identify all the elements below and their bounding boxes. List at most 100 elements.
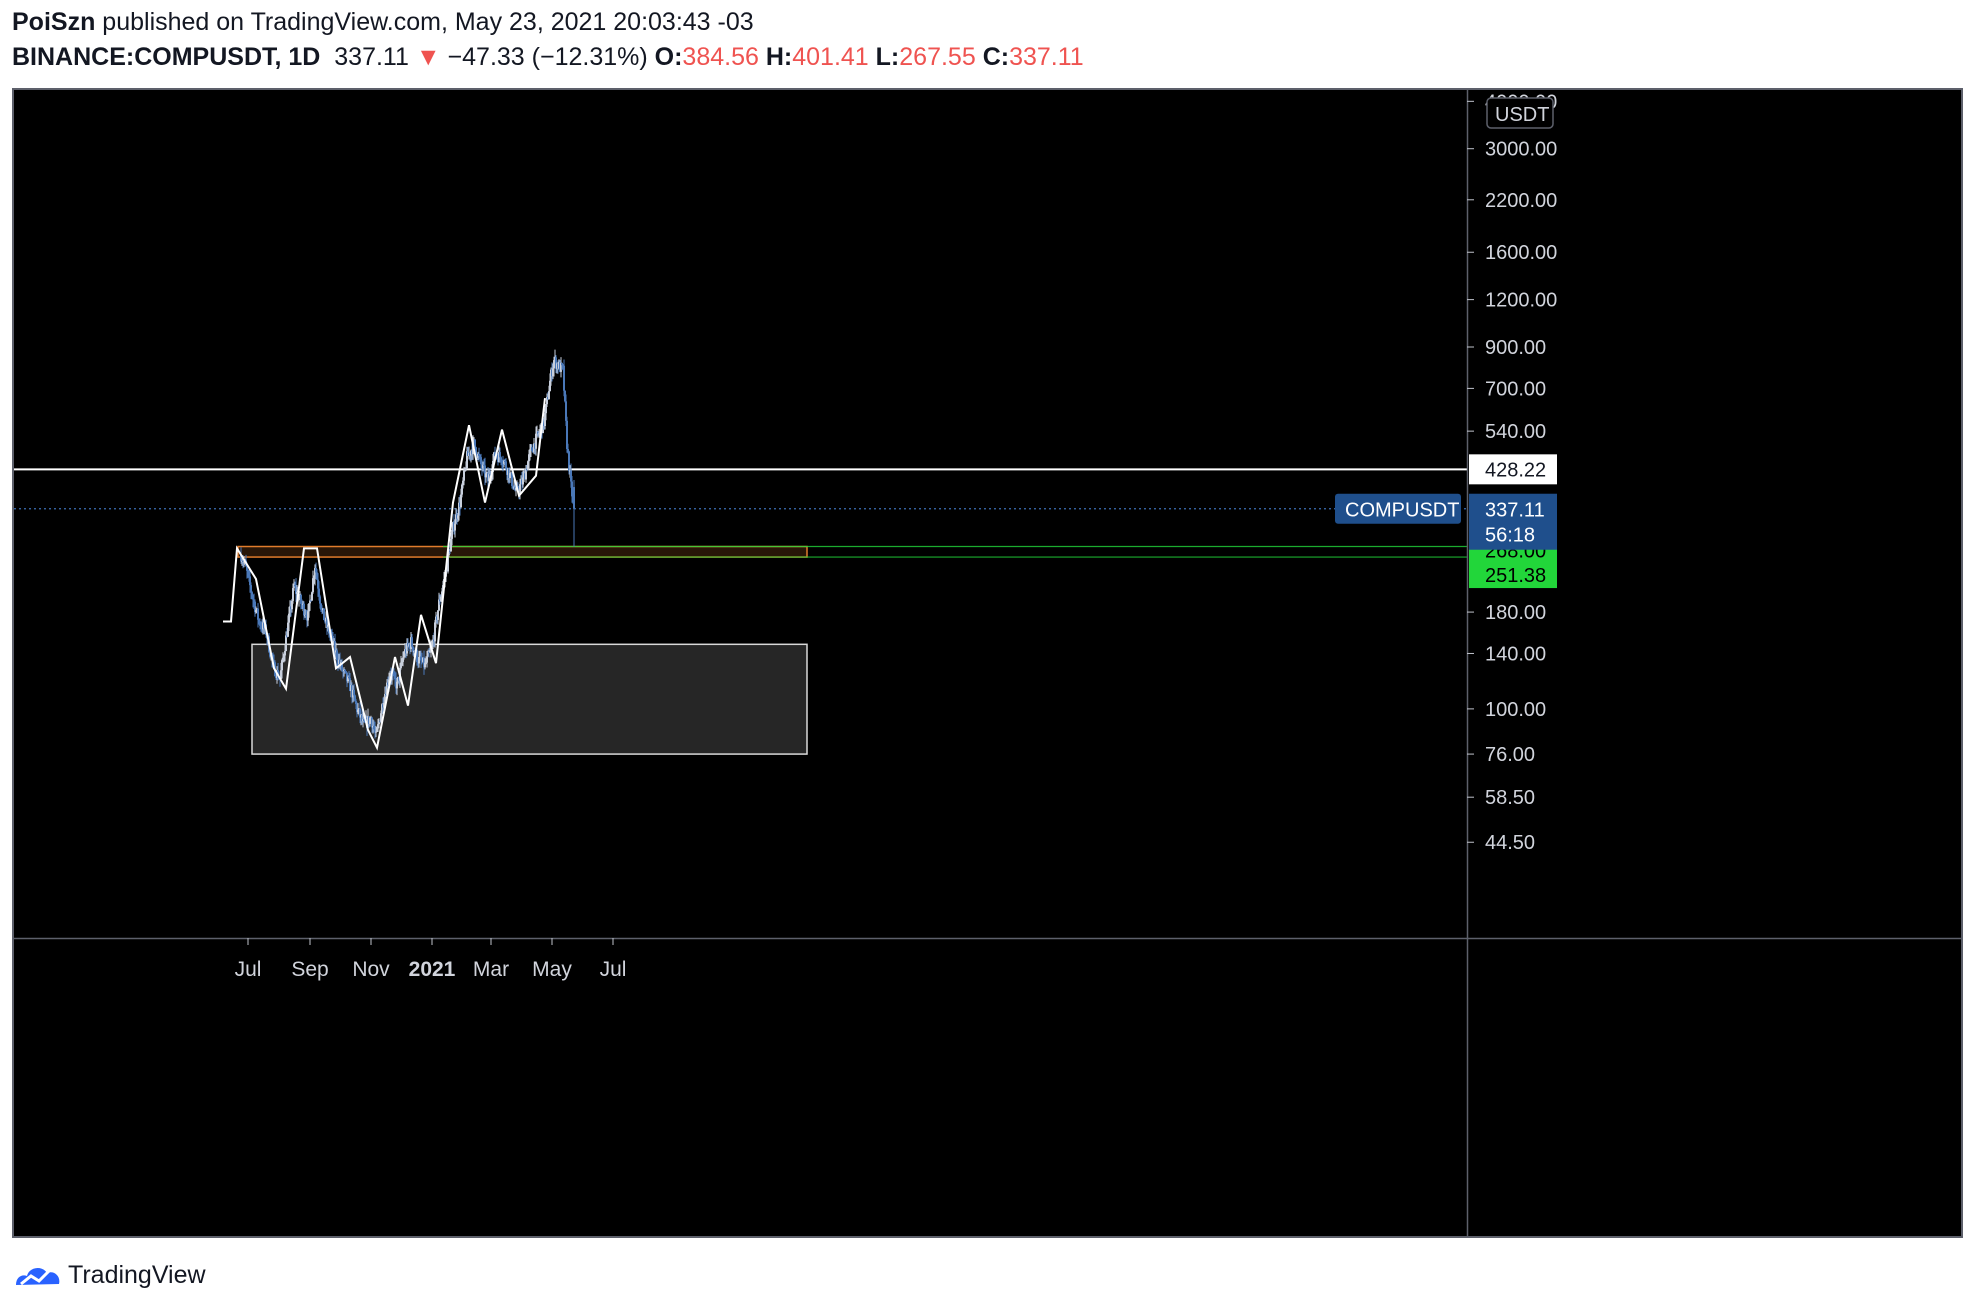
- candle-body: [427, 652, 429, 657]
- price-tick-label: 44.50: [1485, 832, 1535, 854]
- candle-body: [525, 468, 527, 480]
- candle-body: [535, 433, 537, 449]
- candle-body: [519, 484, 521, 493]
- tradingview-logo-icon[interactable]: [12, 1257, 64, 1293]
- candle-body: [354, 695, 356, 702]
- high-value: 401.41: [792, 43, 869, 71]
- candle-body: [323, 608, 325, 621]
- price-tick-label: 2200.00: [1485, 190, 1557, 212]
- candle-body: [418, 657, 420, 664]
- time-tick-label: Sep: [291, 958, 328, 981]
- candle-body: [400, 662, 402, 668]
- candle-body: [402, 657, 404, 662]
- price-tick-label: 180.00: [1485, 602, 1546, 624]
- candle-body: [259, 621, 261, 626]
- candle-body: [248, 573, 250, 577]
- down-arrow-icon: ▼: [415, 43, 441, 71]
- candle-body: [320, 603, 322, 610]
- candle-body: [273, 660, 275, 663]
- candle-body: [310, 600, 312, 602]
- candle-body: [287, 622, 289, 637]
- candle-body: [369, 717, 371, 724]
- price-tick-label: 58.50: [1485, 787, 1535, 809]
- symbol-info: BINANCE:COMPUSDT, 1D 337.11 ▼ −47.33 (−1…: [12, 43, 1084, 72]
- candle-body: [361, 714, 363, 722]
- candle-body: [377, 724, 379, 729]
- candle-body: [512, 485, 514, 489]
- candle-body: [503, 461, 505, 464]
- candle-body: [454, 523, 456, 531]
- candle-body: [493, 452, 495, 461]
- candle-body: [416, 650, 418, 663]
- candle-body: [312, 578, 314, 593]
- price-axis[interactable]: 4000.003000.002200.001600.001200.00900.0…: [1466, 90, 1557, 1236]
- candle-body: [489, 474, 491, 476]
- candle-body: [562, 365, 564, 367]
- candle-body: [545, 404, 547, 414]
- candle-body: [448, 550, 450, 555]
- zigzag-line: [223, 397, 546, 751]
- currency-badge: [1486, 97, 1554, 129]
- candle-body: [314, 568, 316, 578]
- candle-body: [257, 608, 259, 620]
- candle-body: [450, 538, 452, 552]
- chart-frame[interactable]: 4000.003000.002200.001600.001200.00900.0…: [12, 88, 1963, 1238]
- candle-body: [412, 646, 414, 652]
- candle-body: [258, 619, 260, 622]
- price-tick-label: 1600.00: [1485, 242, 1557, 264]
- candle-body: [546, 397, 548, 405]
- candle-body: [428, 652, 430, 654]
- candle-body: [305, 614, 307, 617]
- footer-brand[interactable]: TradingView: [68, 1260, 206, 1289]
- candle-body: [460, 494, 462, 508]
- candle-body: [568, 451, 570, 471]
- candle-body: [356, 704, 358, 713]
- candle-body: [353, 689, 355, 696]
- candle-body: [384, 693, 386, 703]
- countdown-label: 56:18: [1485, 525, 1535, 547]
- candle-body: [431, 645, 433, 648]
- candle-body: [298, 598, 300, 601]
- candle-body: [509, 473, 511, 479]
- publish-text: published on TradingView.com, May 23, 20…: [102, 8, 754, 36]
- support-price-badge: [1469, 560, 1557, 589]
- candle-body: [311, 592, 313, 601]
- time-tick-label: May: [532, 958, 572, 981]
- candle-body: [488, 474, 490, 482]
- price-tick-label: 3000.00: [1485, 139, 1557, 161]
- candle-body: [527, 461, 529, 470]
- author-name[interactable]: PoiSzn: [12, 8, 96, 36]
- candle-body: [380, 713, 382, 722]
- candle-body: [240, 554, 242, 562]
- candle-body: [411, 637, 413, 647]
- candle-body: [284, 651, 286, 656]
- candle-body: [478, 453, 480, 457]
- candle-body: [426, 656, 428, 663]
- candle-body: [318, 588, 320, 597]
- candle-body: [429, 650, 431, 653]
- symbol-badge-label: COMPUSDT: [1345, 500, 1459, 522]
- candle-body: [285, 635, 287, 652]
- horizontal-lines: [14, 468, 1467, 558]
- candle-body: [437, 610, 439, 620]
- candle-body: [300, 595, 302, 604]
- current-price-badge: [1469, 493, 1557, 550]
- candle-body: [475, 447, 477, 456]
- high-label: H:: [765, 43, 793, 71]
- candle-body: [539, 429, 541, 434]
- time-axis[interactable]: Jul Sep Nov 2021 Mar May Jul: [14, 937, 1961, 981]
- candle-body: [573, 487, 575, 509]
- candle-body: [348, 676, 350, 679]
- candle-body: [319, 596, 321, 604]
- candle-body: [288, 613, 290, 623]
- candle-body: [474, 439, 476, 448]
- price-chart[interactable]: 4000.003000.002200.001600.001200.00900.0…: [14, 90, 1961, 1236]
- candle-body: [564, 390, 566, 402]
- candle-body: [447, 554, 449, 572]
- candle-body: [494, 452, 496, 456]
- candle-body: [464, 468, 466, 471]
- time-tick-label: Jul: [600, 958, 627, 981]
- candle-body: [317, 579, 319, 589]
- low-label: L:: [875, 43, 900, 71]
- candle-body: [502, 463, 504, 465]
